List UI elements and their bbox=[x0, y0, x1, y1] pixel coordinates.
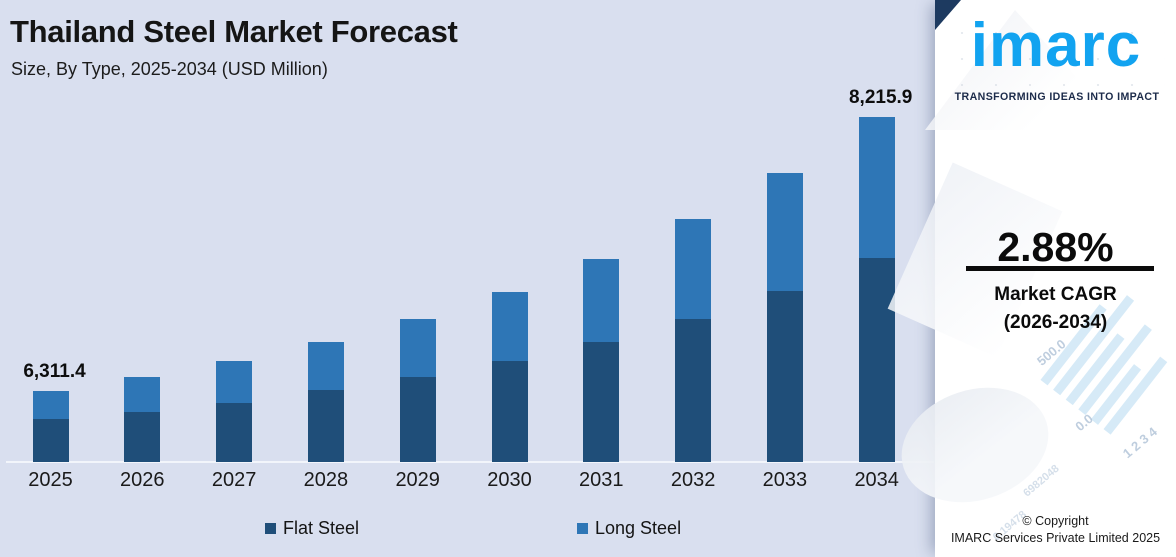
legend-item-long-steel: Long Steel bbox=[577, 518, 681, 539]
bar-segment-long-steel-2028 bbox=[307, 342, 344, 390]
bar-segment-long-steel-2025 bbox=[32, 391, 69, 419]
bar-segment-long-steel-2027 bbox=[216, 361, 253, 403]
bar-segment-long-steel-2031 bbox=[583, 259, 620, 342]
bar-segment-flat-steel-2025 bbox=[32, 419, 69, 462]
cagr-value: 2.88% bbox=[997, 224, 1114, 270]
cagr-underline bbox=[966, 266, 1154, 271]
logo-tagline: TRANSFORMING IDEAS INTO IMPACT bbox=[954, 91, 1160, 103]
copyright-line2: IMARC Services Private Limited 2025 bbox=[950, 531, 1161, 545]
bar-segment-flat-steel-2031 bbox=[583, 342, 620, 462]
x-axis-label-2028: 2028 bbox=[303, 469, 349, 491]
bar-segment-flat-steel-2029 bbox=[399, 377, 436, 462]
bar-plot: 2025 2026 2027 2028 2029 2030 2031 2032 2033 2034… bbox=[6, 87, 934, 491]
bar-segment-long-steel-2029 bbox=[399, 319, 436, 377]
x-axis-label-2029: 2029 bbox=[395, 469, 440, 491]
bar-segment-flat-steel-2033 bbox=[766, 291, 803, 462]
cagr-label-line1: Market CAGR bbox=[994, 284, 1117, 305]
bar-segment-long-steel-2026 bbox=[124, 377, 161, 412]
x-axis-label-2025: 2025 bbox=[28, 469, 73, 491]
bar-segment-flat-steel-2028 bbox=[307, 390, 344, 462]
imarc-logo: imarc bbox=[970, 11, 1142, 80]
bar-segment-long-steel-2030 bbox=[491, 292, 528, 361]
legend-swatch-icon bbox=[577, 523, 588, 534]
stacked-bar-2033 bbox=[766, 173, 803, 462]
legend-label: Flat Steel bbox=[283, 518, 360, 538]
legend-label: Long Steel bbox=[595, 518, 682, 538]
copyright-line1: © Copyright bbox=[1022, 514, 1089, 528]
stacked-bar-2028 bbox=[307, 342, 344, 462]
data-label-2034: 8,215.9 bbox=[848, 87, 913, 108]
decor-number-watermark-1: 6982048 bbox=[1021, 462, 1062, 500]
bar-segment-long-steel-2032 bbox=[675, 219, 712, 319]
bar-segment-long-steel-2033 bbox=[766, 173, 803, 291]
x-axis-label-2026: 2026 bbox=[120, 469, 165, 491]
decor-number-500: 500.0 bbox=[1033, 336, 1069, 369]
chart-subtitle: Size, By Type, 2025-2034 (USD Million) bbox=[11, 59, 328, 79]
bar-segment-long-steel-2034 bbox=[858, 117, 895, 258]
stacked-bar-2025 bbox=[32, 391, 69, 462]
bar-segment-flat-steel-2032 bbox=[675, 319, 712, 462]
x-axis-line bbox=[6, 461, 934, 463]
data-label-2025: 6,311.4 bbox=[23, 361, 86, 382]
page-title: Thailand Steel Market Forecast bbox=[10, 14, 458, 49]
legend-swatch-icon bbox=[265, 523, 276, 534]
stacked-bar-2030 bbox=[491, 292, 528, 462]
stacked-bar-2027 bbox=[216, 361, 253, 462]
x-axis-label-2033: 2033 bbox=[762, 469, 808, 491]
x-axis-label-2031: 2031 bbox=[579, 469, 624, 491]
chart-legend: Flat Steel Long Steel bbox=[0, 518, 935, 542]
cagr-label-line2: (2026-2034) bbox=[1003, 312, 1108, 333]
bar-segment-flat-steel-2026 bbox=[124, 412, 161, 462]
x-axis-label-2034: 2034 bbox=[854, 469, 899, 491]
stacked-bar-2026 bbox=[124, 377, 161, 462]
x-axis-label-2027: 2027 bbox=[211, 469, 257, 491]
stacked-bar-2032 bbox=[675, 219, 712, 462]
chart-area: Thailand Steel Market Forecast Size, By … bbox=[0, 14, 935, 542]
stacked-bar-2029 bbox=[399, 319, 436, 462]
copyright-block: © Copyright IMARC Services Private Limit… bbox=[935, 513, 1176, 547]
bar-segment-flat-steel-2030 bbox=[491, 361, 528, 462]
brand-panel: 500.0 0.0 1 2 3 4 6982048 0.19478 imarc … bbox=[886, 0, 1176, 557]
stacked-bar-2034 bbox=[858, 117, 895, 462]
bar-segment-flat-steel-2027 bbox=[216, 403, 253, 462]
bar-segment-flat-steel-2034 bbox=[858, 258, 895, 462]
stacked-bar-2031 bbox=[583, 259, 620, 462]
decor-number-1234: 1 2 3 4 bbox=[1119, 423, 1160, 462]
x-axis-label-2030: 2030 bbox=[487, 469, 532, 491]
legend-item-flat-steel: Flat Steel bbox=[265, 518, 359, 539]
x-axis-label-2032: 2032 bbox=[670, 469, 716, 491]
decor-number-0: 0.0 bbox=[1072, 410, 1096, 435]
